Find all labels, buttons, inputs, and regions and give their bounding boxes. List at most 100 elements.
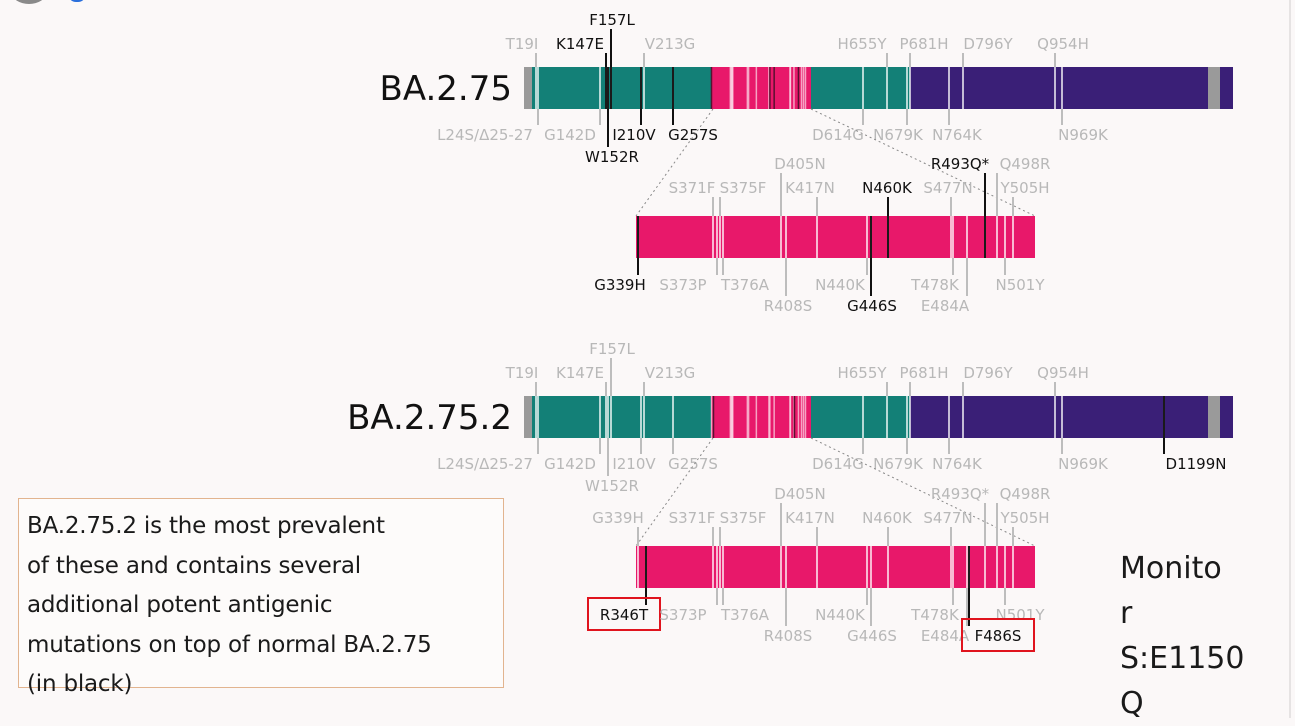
mutation-label: Y505H xyxy=(999,179,1049,197)
mutation-label: D405N xyxy=(774,155,825,173)
mutation-label: T376A xyxy=(720,606,770,624)
mutation-label: Y505H xyxy=(999,509,1049,527)
mutation-label: N679K xyxy=(873,455,924,473)
mutation-label: K147E xyxy=(556,364,604,382)
mutation-label: S477N xyxy=(923,509,972,527)
monitor-line: Q xyxy=(1120,686,1144,721)
mutation-label: N764K xyxy=(932,126,983,144)
monitor-note: Monito r S:E1150 Q xyxy=(1120,546,1244,726)
mutation-label: E484A xyxy=(921,297,970,315)
s2-segment xyxy=(910,396,1208,438)
variant-name: BA.2.75 xyxy=(380,69,513,109)
note-line: (in black) xyxy=(27,671,133,697)
highlight-box xyxy=(587,597,661,631)
mutation-label: I210V xyxy=(612,455,656,473)
mutation-label: S371F xyxy=(669,509,716,527)
mutation-label: F157L xyxy=(589,340,635,358)
ntd-segment xyxy=(532,396,711,438)
mutation-label: R493Q* xyxy=(931,155,990,173)
mutation-label: D796Y xyxy=(963,364,1013,382)
mutation-label: P681H xyxy=(900,35,949,53)
mutation-label: V213G xyxy=(645,35,696,53)
mutation-label: T478K xyxy=(910,276,960,294)
mutation-label: W152R xyxy=(585,477,639,495)
mutation-label: G339H xyxy=(594,276,646,294)
mutation-label: E484A xyxy=(921,627,970,645)
mutation-label: I210V xyxy=(612,126,656,144)
mutation-label: P681H xyxy=(900,364,949,382)
mutation-label: G446S xyxy=(847,627,897,645)
rbd-segment xyxy=(711,67,811,109)
mutation-label: S373P xyxy=(659,276,706,294)
mutation-label: N764K xyxy=(932,455,983,473)
mutation-label: H655Y xyxy=(837,364,887,382)
mutation-label: G142D xyxy=(544,455,596,473)
mutation-label: T19I xyxy=(505,35,539,53)
mutation-label: N440K xyxy=(815,276,866,294)
mutation-label: D796Y xyxy=(963,35,1013,53)
mutation-label: F486S xyxy=(975,627,1022,645)
mutation-label: G257S xyxy=(668,455,718,473)
mutation-label: S375F xyxy=(720,509,767,527)
mutation-label: D405N xyxy=(774,485,825,503)
mutation-label: T478K xyxy=(910,606,960,624)
zoom-guide-line xyxy=(635,437,714,547)
signal-peptide-segment xyxy=(524,67,532,109)
mutation-label: N460K xyxy=(862,509,913,527)
mutation-label: R408S xyxy=(764,627,813,645)
mutation-label: G446S xyxy=(847,297,897,315)
slide-edge xyxy=(1289,0,1291,718)
ntd-segment xyxy=(532,67,711,109)
sd-segment xyxy=(811,67,910,109)
note-line: mutations on top of normal BA.2.75 xyxy=(27,631,432,658)
mutation-label: W152R xyxy=(585,148,639,166)
mutation-label: S371F xyxy=(669,179,716,197)
mutation-label: K147E xyxy=(556,35,604,53)
mutation-label: S477N xyxy=(923,179,972,197)
variant-name: BA.2.75.2 xyxy=(347,398,512,438)
mutation-label: T376A xyxy=(720,276,770,294)
mutation-label: Q954H xyxy=(1037,364,1089,382)
mutation-label: L24S/Δ25-27 xyxy=(437,455,533,473)
mutation-label: G339H xyxy=(592,509,644,527)
player-control-icon xyxy=(68,0,86,2)
mutation-label: N679K xyxy=(873,126,924,144)
mutation-label: G257S xyxy=(668,126,718,144)
signal-peptide-segment xyxy=(524,396,532,438)
mutation-label: R493Q* xyxy=(931,485,990,503)
tm-segment xyxy=(1208,67,1220,109)
mutation-label: L24S/Δ25-27 xyxy=(437,126,533,144)
mutation-label: K417N xyxy=(785,179,835,197)
mutation-label: D1199N xyxy=(1166,455,1227,473)
zoom-guide-line xyxy=(810,437,1036,547)
mutation-label: Q498R xyxy=(1000,155,1051,173)
mutation-label: Q498R xyxy=(1000,485,1051,503)
note-line: additional potent antigenic xyxy=(27,592,333,618)
monitor-line: r xyxy=(1120,596,1133,631)
mutation-label: Q954H xyxy=(1037,35,1089,53)
mutation-label: D614G xyxy=(812,455,864,473)
mutation-label: R408S xyxy=(764,297,813,315)
mutation-label: N460K xyxy=(862,179,913,197)
mutation-label: N501Y xyxy=(995,606,1045,624)
tm-segment xyxy=(1208,396,1220,438)
monitor-line: S:E1150 xyxy=(1120,641,1245,676)
mutation-label: D614G xyxy=(812,126,864,144)
s2-segment xyxy=(910,67,1208,109)
mutation-label: V213G xyxy=(645,364,696,382)
mutation-label: G142D xyxy=(544,126,596,144)
ct-segment xyxy=(1220,396,1233,438)
player-control-icon xyxy=(12,0,46,4)
mutation-label: S373P xyxy=(659,606,706,624)
mutation-label: K417N xyxy=(785,509,835,527)
sd-segment xyxy=(811,396,910,438)
zoom-guide-line xyxy=(635,108,714,217)
mutation-label: S375F xyxy=(720,179,767,197)
explanation-note: BA.2.75.2 is the most prevalent of these… xyxy=(18,498,504,697)
rbd-detail-bar xyxy=(636,546,1035,588)
note-line: BA.2.75.2 is the most prevalent xyxy=(27,513,385,539)
mutation-label: N501Y xyxy=(995,276,1045,294)
mutation-label: N969K xyxy=(1058,126,1109,144)
rbd-detail-bar xyxy=(636,216,1035,258)
